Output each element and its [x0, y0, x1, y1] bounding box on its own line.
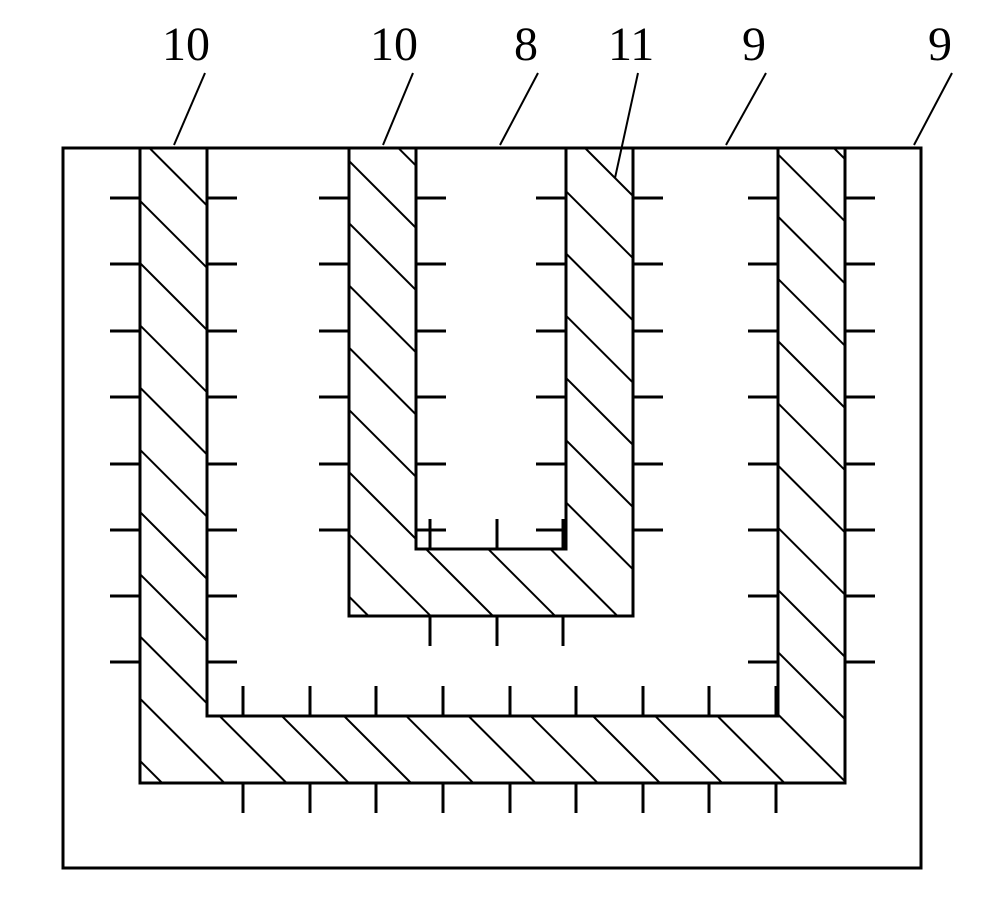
- callout-label-9: 9: [742, 18, 766, 71]
- leader-line: [726, 73, 766, 145]
- leader-line: [500, 73, 538, 145]
- leader-line: [174, 73, 205, 145]
- callout-label-9: 9: [928, 18, 952, 71]
- leader-line: [914, 73, 952, 145]
- diagram-canvas: 10 10 8 11 9 9: [0, 0, 1000, 917]
- outer-u-hatch: [140, 148, 845, 783]
- inner-u-hatch: [349, 148, 633, 616]
- callout-label-11: 11: [608, 18, 654, 71]
- callout-label-10: 10: [162, 18, 210, 71]
- leader-line: [383, 73, 413, 145]
- callout-label-10: 10: [370, 18, 418, 71]
- outer-u-outline: [140, 148, 845, 783]
- callout-label-8: 8: [514, 18, 538, 71]
